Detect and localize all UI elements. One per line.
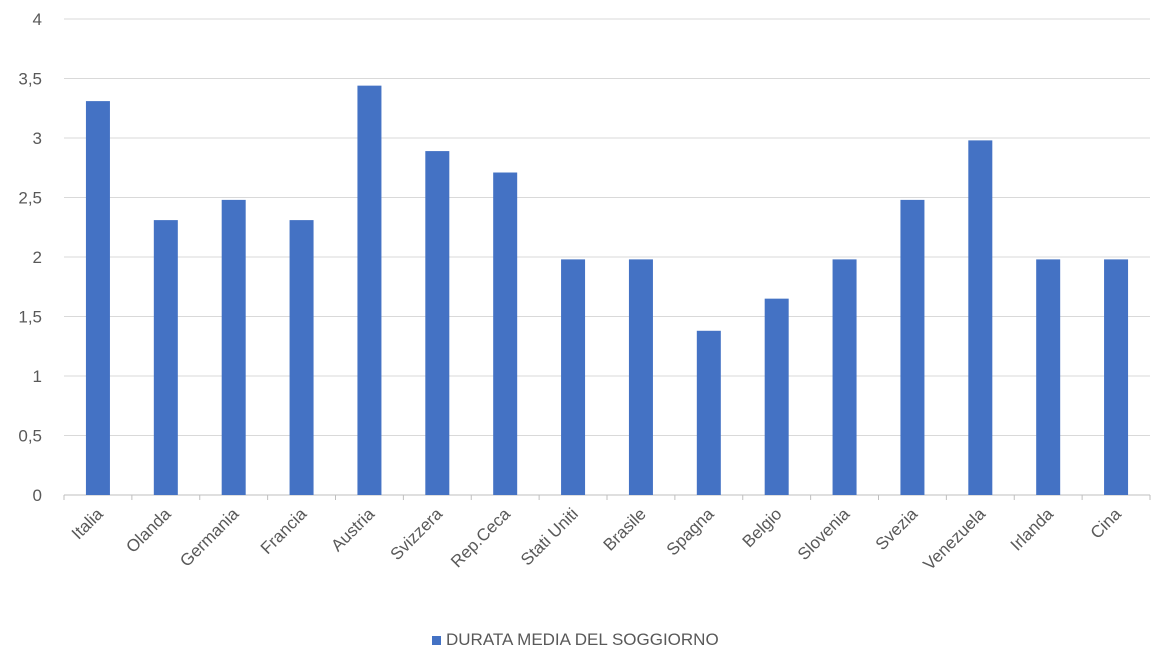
bar [832,259,857,495]
bar [968,140,993,495]
y-tick-label: 1 [33,367,42,386]
y-tick-label: 1,5 [18,308,42,327]
x-tick-label: Belgio [739,504,786,551]
x-tick-label: Italia [68,504,107,543]
bar [628,259,653,495]
x-tick-label: Venezuela [920,504,990,574]
y-tick-label: 0 [33,486,42,505]
bar [696,330,721,495]
x-tick-label: Austria [327,504,378,555]
legend: DURATA MEDIA DEL SOGGIORNO [432,630,719,649]
legend-swatch [432,636,441,645]
x-tick-label: Stati Uniti [517,504,582,569]
y-tick-label: 0,5 [18,427,42,446]
bar [1036,259,1061,495]
bar [357,85,382,495]
x-tick-label: Svezia [872,504,922,554]
bar [221,199,246,495]
y-tick-label: 3,5 [18,70,42,89]
x-tick-label: Irlanda [1007,504,1058,555]
bar [1104,259,1129,495]
bars [85,85,1129,496]
y-axis: 0 0,5 1 1,5 2 2,5 3 3,5 4 [18,10,42,505]
x-tick-label: Brasile [600,504,650,554]
x-tick-label: Spagna [663,504,718,559]
y-tick-label: 2,5 [18,189,42,208]
x-tick-label: Francia [257,504,311,558]
bar [493,172,518,495]
bar [900,199,925,495]
x-tick-label: Germania [176,504,243,571]
bar [764,298,789,495]
x-tick-label: Svizzera [387,504,447,564]
x-tick-label: Slovenia [794,504,854,564]
y-tick-label: 4 [33,10,42,29]
legend-label: DURATA MEDIA DEL SOGGIORNO [446,630,719,649]
bar [153,220,178,496]
x-tick-label: Cina [1087,504,1126,543]
bar [425,151,450,495]
y-tick-label: 2 [33,248,42,267]
bar [289,220,314,496]
x-axis: Italia Olanda Germania Francia Austria Svizze… [63,495,1151,574]
bar [561,259,586,495]
x-tick-label: Olanda [122,504,175,557]
x-tick-label: Rep.Ceca [447,504,514,571]
bar [85,101,110,496]
y-tick-label: 3 [33,129,42,148]
